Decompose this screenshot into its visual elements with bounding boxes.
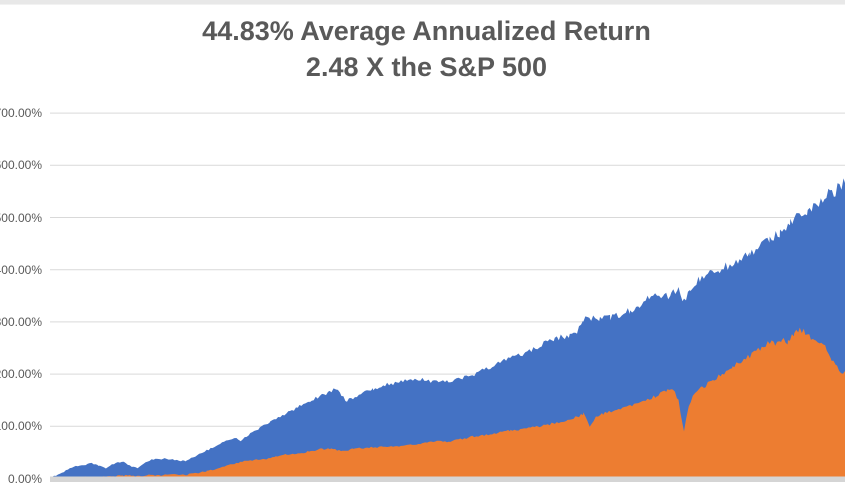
chart-title: 44.83% Average Annualized Return 2.48 X … bbox=[8, 13, 845, 85]
y-axis-tick-label: 100.00% bbox=[0, 419, 42, 434]
y-axis-tick-label: 200.00% bbox=[0, 367, 42, 382]
y-axis-tick-label: 500.00% bbox=[0, 210, 42, 225]
orange-area-series bbox=[52, 327, 845, 480]
y-axis-tick-label: 700.00% bbox=[0, 106, 42, 121]
y-axis-tick-label: 600.00% bbox=[0, 158, 42, 173]
x-axis-line bbox=[50, 476, 845, 482]
y-axis-tick-label: 400.00% bbox=[0, 262, 42, 277]
window-top-strip bbox=[0, 0, 845, 5]
chart-title-line1: 44.83% Average Annualized Return bbox=[202, 16, 651, 46]
chart-title-line2: 2.48 X the S&P 500 bbox=[305, 52, 548, 82]
y-axis-tick-label: 300.00% bbox=[0, 314, 42, 329]
y-axis-tick-label: 0.00% bbox=[7, 471, 42, 486]
